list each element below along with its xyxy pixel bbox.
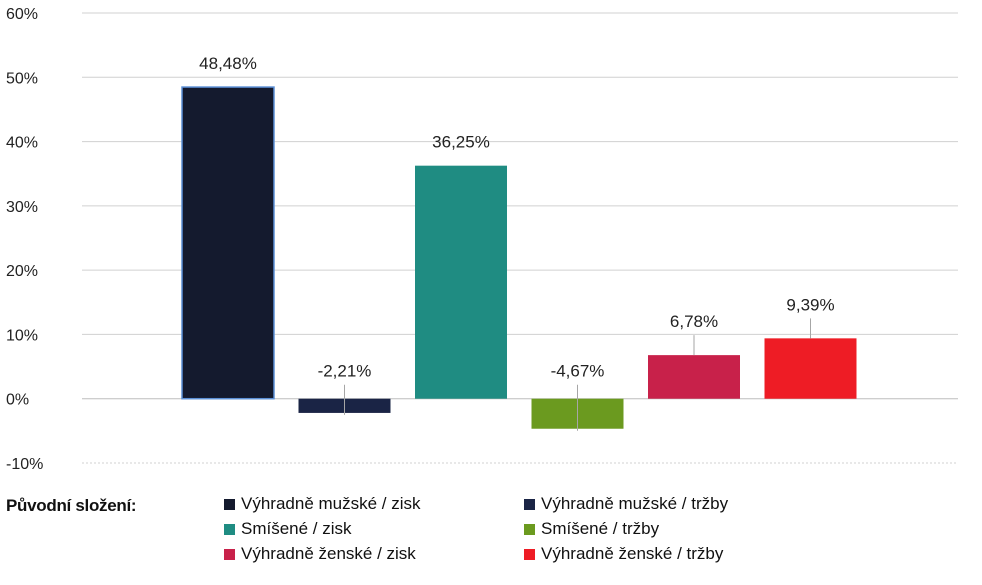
legend-title: Původní složení: [6,496,137,515]
legend-swatch [224,498,235,510]
data-label: 6,78% [670,312,718,331]
y-tick-label: 40% [6,135,38,152]
legend-label: Výhradně ženské / tržby [541,544,724,563]
legend-label: Smíšené / tržby [541,519,660,538]
data-label: -2,21% [318,362,372,381]
legend-label: Výhradně mužské / tržby [541,494,729,513]
y-tick-label: 20% [6,263,38,280]
bar [415,165,507,399]
legend-swatch [224,523,235,535]
data-label: -4,67% [551,362,605,381]
data-label: 36,25% [432,133,490,152]
legend-item: Smíšené / tržby [524,519,659,539]
y-tick-label: -10% [6,456,43,473]
legend-label: Výhradně mužské / zisk [241,494,421,513]
legend-swatch [524,498,535,510]
legend: Původní složení: Výhradně mužské / zisk … [6,492,966,582]
bar-chart: -10% 0% 10% 20% 30% 40% 50% 60% 48,48% -2,21% 36,2… [6,6,958,473]
y-tick-label: 10% [6,327,38,344]
bar [181,86,275,400]
legend-item: Výhradně mužské / tržby [524,494,728,514]
y-tick-label: 50% [6,70,38,87]
legend-swatch [524,523,535,535]
bar [648,355,740,399]
legend-label: Smíšené / zisk [241,519,352,538]
bar [764,338,857,399]
legend-swatch [224,548,235,560]
legend-item: Výhradně ženské / tržby [524,544,723,564]
y-tick-label: 60% [6,6,38,23]
data-label: 9,39% [786,295,834,314]
legend-item: Výhradně mužské / zisk [224,494,421,514]
legend-label: Výhradně ženské / zisk [241,544,416,563]
legend-item: Smíšené / zisk [224,519,352,539]
y-tick-label: 0% [6,392,29,409]
legend-item: Výhradně ženské / zisk [224,544,416,564]
data-label: 48,48% [199,54,257,73]
legend-swatch [524,548,535,560]
y-tick-label: 30% [6,199,38,216]
